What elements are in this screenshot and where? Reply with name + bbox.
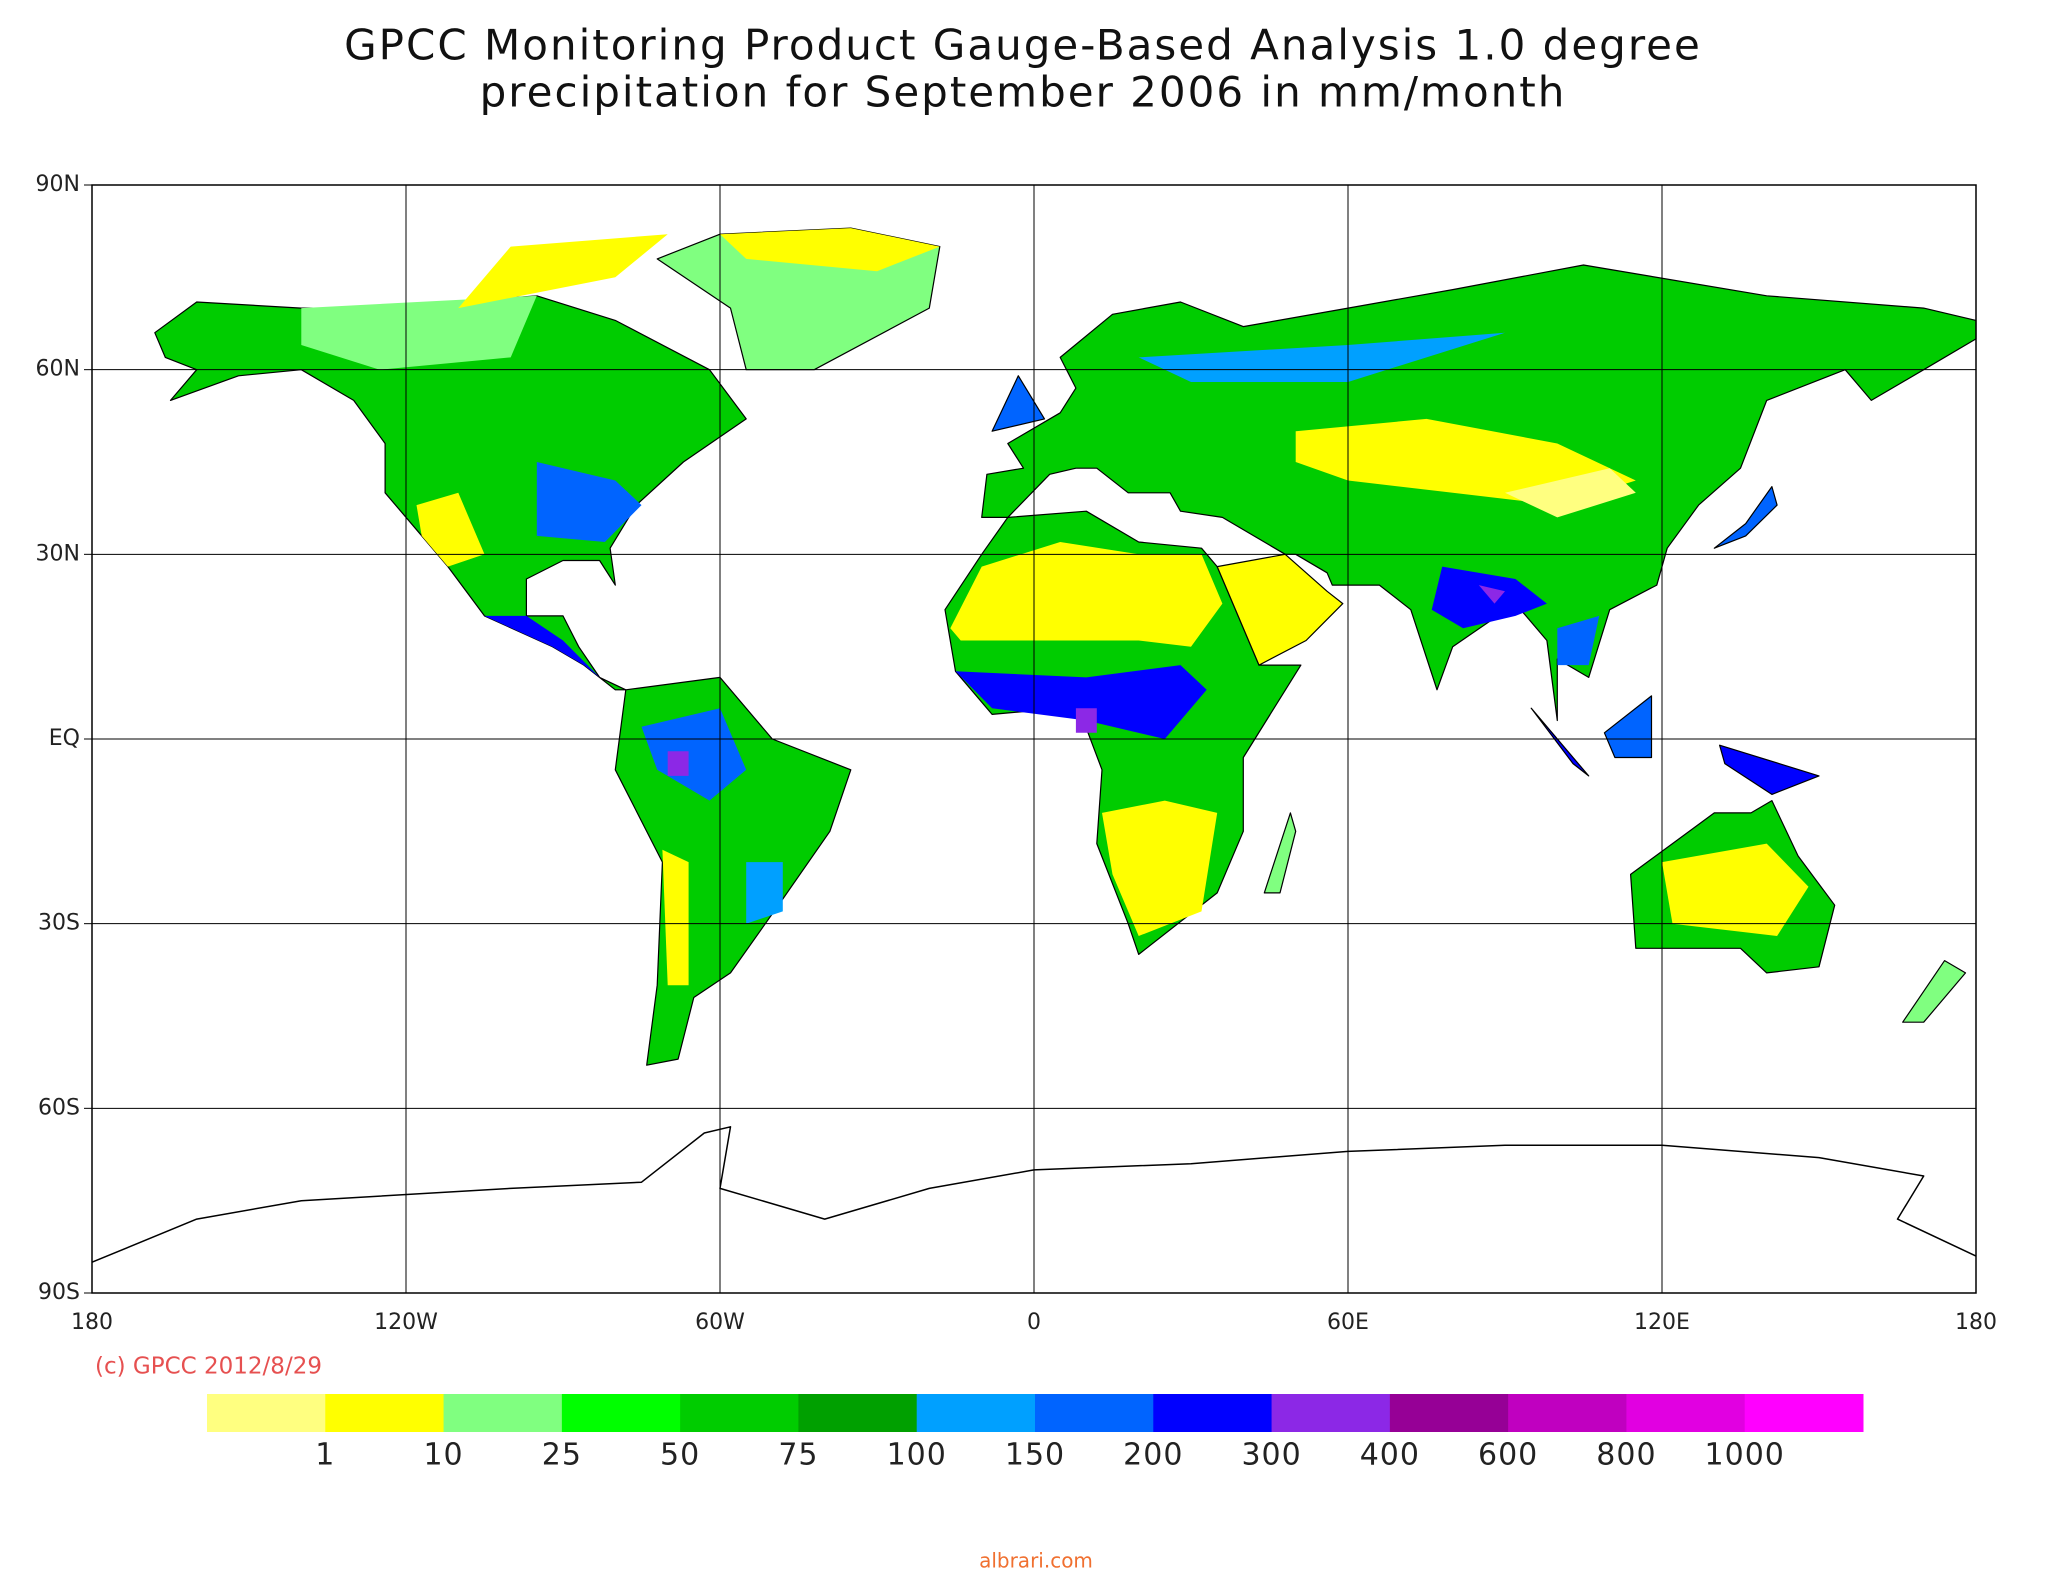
x-tick-label: 120E [1634,1310,1690,1335]
indochina-wet [1557,615,1600,666]
australia-dry [1662,843,1809,936]
colorbar-label: 50 [660,1438,700,1473]
colorbar-swatch [1744,1394,1864,1432]
title-line-2: precipitation for September 2006 in mm/m… [480,68,1567,117]
greenland-north [720,228,940,272]
colorbar-label: 1 [315,1438,335,1473]
y-tick-label: 90S [38,1280,80,1305]
colorbar-swatch [1389,1394,1509,1432]
colorbar-swatch [1271,1394,1391,1432]
colorbar-label: 10 [423,1438,463,1473]
y-tick-label: EQ [49,726,80,751]
madagascar [1263,812,1297,894]
colorbar: 1 10 25 50 75 100 150 200 300 400 600 800 1000 [207,1394,1864,1473]
east-us-wet [536,462,642,542]
borneo [1603,695,1653,759]
new-zealand [1902,960,1967,1023]
sumatra [1530,707,1590,777]
colorbar-label: 150 [1005,1438,1065,1473]
central-america-wet [484,615,600,678]
credit: (c) GPCC 2012/8/29 [95,1354,322,1380]
colorbar-swatch [443,1394,563,1432]
tropical-africa-wet [955,665,1207,739]
colorbar-swatch [1508,1394,1627,1432]
colorbar-label: 200 [1123,1438,1183,1473]
colorbar-swatch [325,1394,445,1432]
colorbar-swatch [916,1394,1036,1432]
colorbar-swatch [561,1394,681,1432]
bengal-max [1478,585,1505,604]
x-tick-label: 180 [71,1310,113,1335]
andes-dry [662,849,689,986]
map-frame [91,184,1977,1294]
antarctica-coast [91,1126,1977,1263]
colorbar-label: 75 [778,1438,818,1473]
arabia [1216,553,1344,666]
new-guinea [1719,744,1820,795]
colorbar-swatch [1626,1394,1746,1432]
y-tick-label: 60N [36,357,80,382]
colorbar-swatch [680,1394,799,1432]
x-tick-label: 180 [1955,1310,1997,1335]
arctic-canada [301,295,537,370]
y-tick-label: 90N [36,172,80,197]
southern-africa-dry [1102,800,1218,936]
north-america [154,295,747,691]
japan [1713,486,1778,549]
colorbar-swatch [1153,1394,1273,1432]
colorbar-swatch [1035,1394,1154,1432]
colorbar-label: 300 [1241,1438,1301,1473]
brazil-south-wet [746,862,783,924]
colorbar-label: 800 [1596,1438,1656,1473]
colorbar-label: 1000 [1705,1438,1785,1473]
colorbar-label: 100 [887,1438,947,1473]
colorbar-swatch [207,1394,326,1432]
amazon-max [667,751,689,776]
y-tick-label: 30S [38,911,80,936]
southwest-dry [416,492,485,567]
colorbar-label: 400 [1360,1438,1420,1473]
y-tick-label: 30N [36,541,80,566]
watermark: albrari.com [979,1549,1093,1573]
colorbar-label: 600 [1478,1438,1538,1473]
sahara [950,542,1223,647]
cameroon-max [1075,708,1097,733]
y-tick-label: 60S [38,1095,80,1120]
x-tick-label: 60E [1327,1310,1369,1335]
gobi [1505,468,1636,518]
x-tick-label: 120W [374,1310,438,1335]
x-tick-label: 60W [695,1310,745,1335]
colorbar-label: 25 [542,1438,582,1473]
title-line-1: GPCC Monitoring Product Gauge-Based Anal… [344,21,1702,70]
grid-layer [84,184,1977,1294]
britain [991,375,1046,432]
x-tick-label: 0 [1027,1310,1041,1335]
colorbar-swatch [798,1394,918,1432]
arctic-islands [458,234,668,309]
